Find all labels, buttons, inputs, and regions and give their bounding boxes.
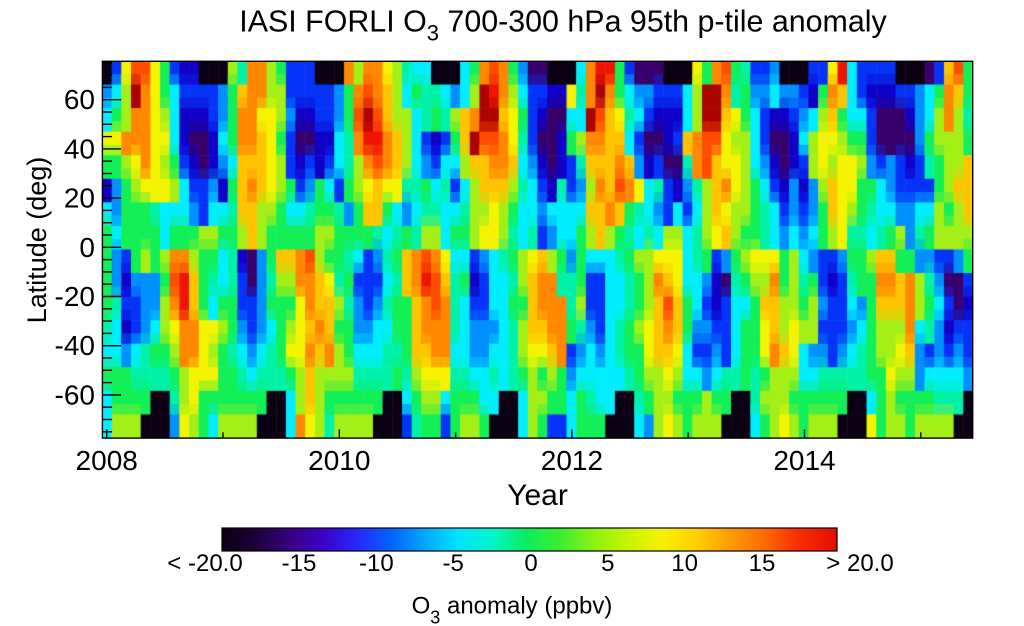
- svg-text:15: 15: [749, 550, 776, 577]
- svg-text:60: 60: [64, 84, 95, 115]
- svg-text:2008: 2008: [76, 445, 138, 476]
- svg-text:2014: 2014: [773, 445, 835, 476]
- svg-text:2010: 2010: [308, 445, 370, 476]
- svg-text:> 20.0: > 20.0: [826, 550, 893, 577]
- svg-text:20: 20: [64, 183, 95, 214]
- svg-text:40: 40: [64, 133, 95, 164]
- svg-text:-40: -40: [55, 330, 95, 361]
- svg-text:5: 5: [601, 550, 614, 577]
- svg-text:2012: 2012: [541, 445, 603, 476]
- svg-text:-15: -15: [282, 550, 317, 577]
- svg-text:0: 0: [524, 550, 537, 577]
- svg-text:10: 10: [671, 550, 698, 577]
- svg-text:O3 anomaly (ppbv): O3 anomaly (ppbv): [412, 593, 613, 626]
- svg-text:Year: Year: [507, 479, 568, 512]
- svg-text:IASI FORLI O3 700-300 hPa 95th: IASI FORLI O3 700-300 hPa 95th p-tile an…: [239, 5, 887, 46]
- svg-text:< -20.0: < -20.0: [167, 550, 242, 577]
- svg-text:-10: -10: [359, 550, 394, 577]
- svg-text:-60: -60: [55, 379, 95, 410]
- svg-text:Latitude (deg): Latitude (deg): [22, 157, 52, 324]
- svg-text:0: 0: [79, 232, 95, 263]
- svg-text:-20: -20: [55, 281, 95, 312]
- svg-text:-5: -5: [443, 550, 464, 577]
